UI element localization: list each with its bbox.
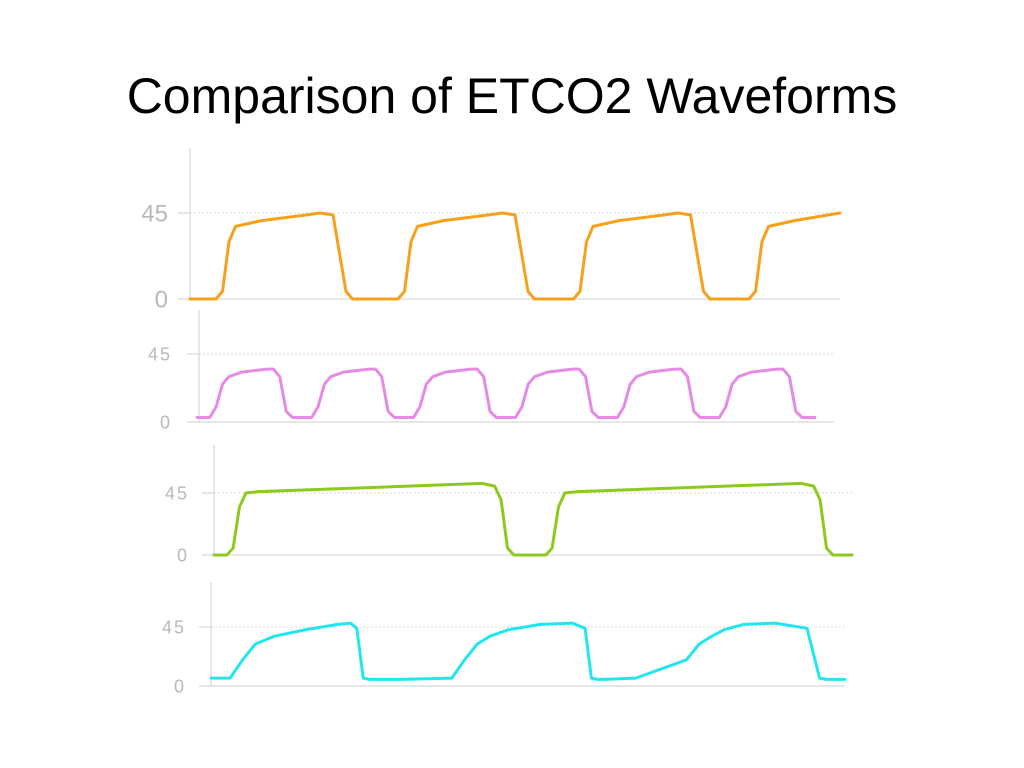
waveform-panel-4: 0 45: [162, 582, 847, 696]
etco2-waveform-line: [188, 211, 842, 301]
y-tick-label: 0: [160, 412, 172, 432]
y-tick-label: 45: [162, 617, 186, 637]
waveform-panel-1: 0 45: [141, 148, 842, 314]
etco2-waveform-line: [212, 481, 854, 557]
etco2-waveform-line: [195, 367, 817, 419]
waveform-panel-2: 0 45: [148, 310, 834, 432]
etco2-waveform-line: [209, 621, 847, 681]
page-title: Comparison of ETCO2 Waveforms: [126, 68, 898, 124]
y-tick-label: 45: [165, 483, 189, 503]
y-tick-label: 0: [177, 545, 189, 565]
y-tick-label: 45: [148, 344, 172, 364]
y-tick-label: 0: [155, 287, 168, 314]
y-tick-label: 45: [141, 201, 168, 228]
y-tick-label: 0: [174, 676, 186, 696]
waveform-panel-3: 0 45: [165, 445, 854, 565]
